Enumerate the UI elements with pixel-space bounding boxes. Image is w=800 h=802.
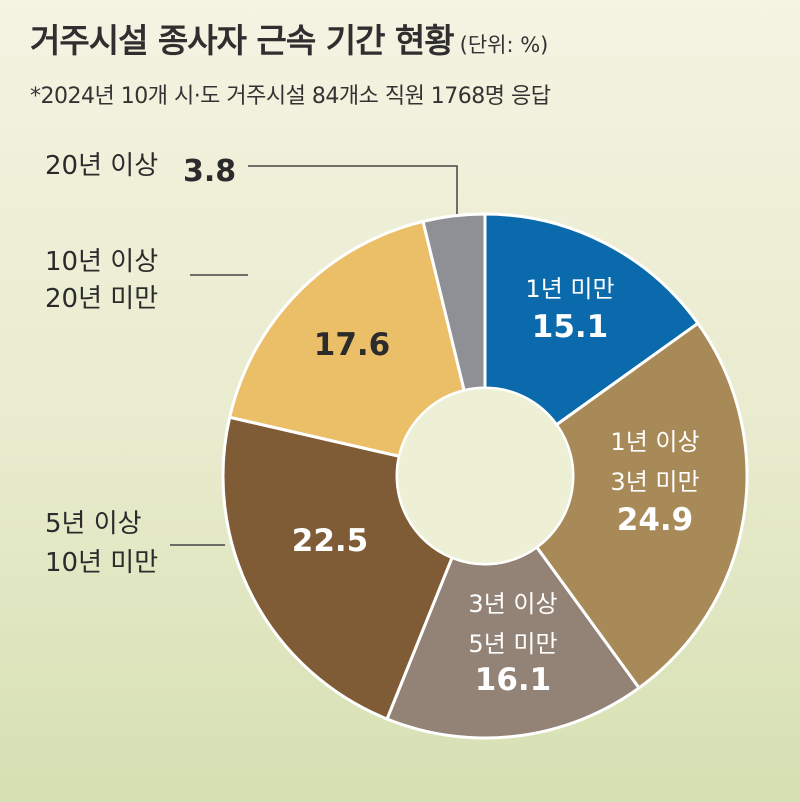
- slice-5년-이상-10년-미만: [221, 415, 455, 721]
- slice-1년-미만: [483, 212, 701, 427]
- slice-label-1년-미만-line1: 1년 미만: [525, 275, 614, 303]
- slice-value-1년-이상-3년-미만: 24.9: [617, 502, 694, 538]
- slice-label-10년-이상-20년-미만-line1: 10년 이상: [45, 247, 158, 277]
- slice-label-3년-이상-5년-미만-line2: 5년 미만: [468, 630, 557, 658]
- slice-3년-이상-5년-미만: [385, 545, 642, 740]
- unit-label: (단위: %): [459, 33, 549, 57]
- slice-label-1년-이상-3년-미만-line2: 3년 미만: [610, 468, 699, 496]
- slice-label-1년-이상-3년-미만-line1: 1년 이상: [610, 428, 699, 456]
- chart-title: 거주시설 종사자 근속 기간 현황 (단위: %): [30, 14, 548, 62]
- slice-value-5년-이상-10년-미만: 22.5: [292, 523, 369, 559]
- slice-value-10년-이상-20년-미만: 17.6: [314, 327, 391, 363]
- slice-value-1년-미만: 15.1: [532, 309, 609, 345]
- leader-line-20년-이상: [248, 165, 458, 214]
- slice-10년-이상-20년-미만: [227, 219, 466, 459]
- slice-label-20년-이상: 20년 이상: [45, 151, 158, 181]
- slice-value-20년-이상: 3.8: [183, 154, 236, 189]
- slice-20년-이상: [421, 212, 487, 393]
- slice-label-3년-이상-5년-미만-line1: 3년 이상: [468, 590, 557, 618]
- chart-subtitle: *2024년 10개 시·도 거주시설 84개소 직원 1768명 응답: [30, 84, 551, 109]
- slice-label-5년-이상-10년-미만-line2: 10년 미만: [45, 548, 158, 578]
- slice-1년-이상-3년-미만: [534, 321, 749, 691]
- slice-label-5년-이상-10년-미만-line1: 5년 이상: [45, 509, 142, 539]
- chart-title-text: 거주시설 종사자 근속 기간 현황: [30, 21, 455, 60]
- slice-label-10년-이상-20년-미만-line2: 20년 미만: [45, 284, 158, 314]
- donut-hole: [398, 389, 572, 563]
- slice-value-3년-이상-5년-미만: 16.1: [475, 662, 552, 698]
